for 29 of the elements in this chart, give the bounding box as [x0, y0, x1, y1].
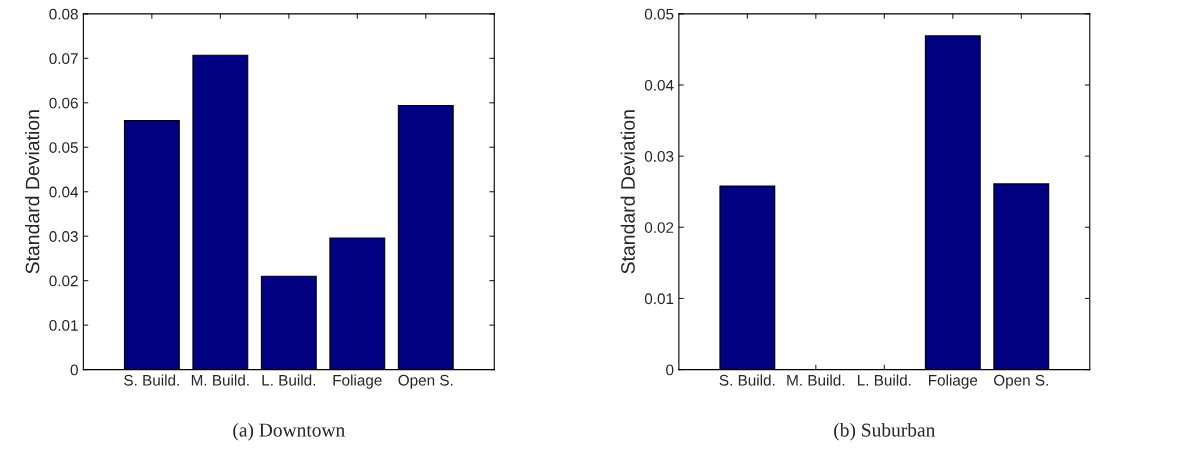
x-tick-label: Foliage	[333, 374, 382, 389]
y-tick-label: 0.06	[49, 97, 78, 109]
x-tick-label: L. Build.	[262, 374, 316, 386]
y-tick-label: 0	[70, 364, 78, 376]
y-tick-label: 0.04	[49, 186, 79, 198]
y-tick-label: 0.03	[644, 151, 674, 162]
y-tick-label: 0.08	[49, 8, 78, 20]
y-tick-label: 0.01	[49, 320, 78, 331]
text: (b) Suburban	[834, 422, 936, 441]
x-tick-label: S. Build.	[124, 374, 179, 386]
y-tick-label: 0.01	[644, 293, 674, 305]
x-tick-label: L. Build.	[857, 374, 911, 386]
y-tick-label: 0.02	[49, 275, 78, 287]
text: (a) Downtown	[233, 422, 345, 441]
y-tick-label: 0.02	[644, 222, 674, 233]
x-tick-label: S. Build.	[719, 374, 775, 386]
y-tick-label: 0.05	[49, 142, 78, 153]
y-tick-label: 0.04	[644, 79, 674, 91]
y-tick-label: 0.05	[644, 8, 674, 20]
x-tick-label: M. Build.	[787, 374, 845, 386]
y-tick-label: 0	[666, 364, 674, 376]
y-tick-label: 0.07	[49, 53, 78, 65]
y-axis-title: Standard Deviation	[25, 110, 40, 274]
x-tick-label: M. Build.	[191, 374, 249, 386]
x-tick-label: Open S.	[993, 374, 1048, 389]
x-tick-label: Foliage	[929, 374, 978, 389]
x-tick-label: Open S.	[398, 374, 453, 389]
y-axis-title: Standard Deviation	[620, 110, 635, 274]
y-tick-label: 0.03	[49, 231, 78, 242]
